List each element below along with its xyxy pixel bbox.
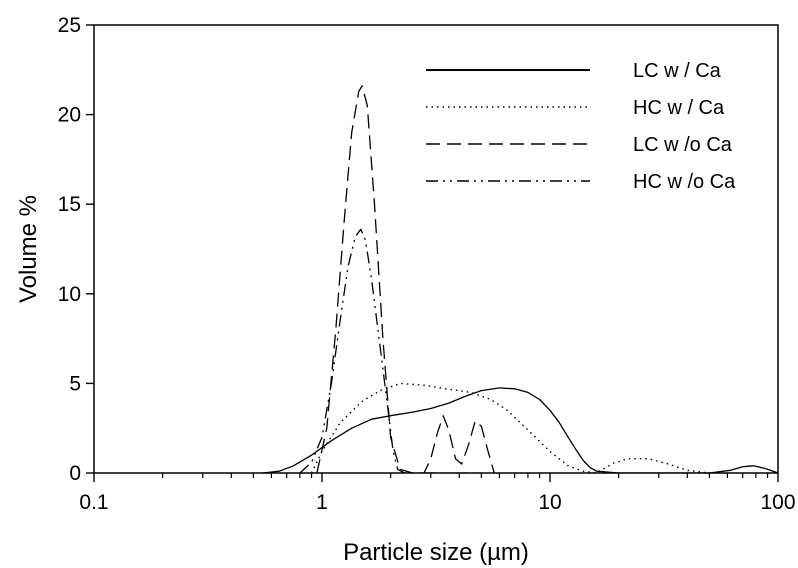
x-axis-title: Particle size (µm) [343,539,529,566]
y-tick-label: 0 [69,462,81,485]
y-axis-ticks: 0 5 10 15 20 25 [58,14,94,485]
series-line-3 [316,85,495,473]
x-tick-label: 0.1 [79,491,108,514]
y-tick-label: 25 [58,14,81,37]
plot-area-frame [93,24,779,474]
legend-label-2: HC w / Ca [633,97,725,119]
series-line-4 [299,228,482,473]
series-line-2 [310,382,710,473]
x-tick-label: 100 [760,491,795,514]
x-tick-label: 10 [538,491,561,514]
series-line-1 [262,387,778,473]
y-tick-label: 5 [69,372,81,395]
x-axis-ticks: 0.1 1 10 100 [79,473,796,514]
y-tick-label: 20 [58,104,81,127]
y-tick-label: 15 [58,193,81,216]
legend-label-3: LC w /o Ca [633,134,733,156]
legend-label-4: HC w /o Ca [633,171,736,193]
series-layer [262,85,778,473]
legend-label-1: LC w / Ca [633,60,722,82]
y-axis-title: Volume % [15,195,42,303]
legend: LC w / Ca HC w / Ca LC w /o Ca HC w /o Ca [426,60,736,193]
x-tick-label: 1 [316,491,328,514]
y-tick-label: 10 [58,283,81,306]
